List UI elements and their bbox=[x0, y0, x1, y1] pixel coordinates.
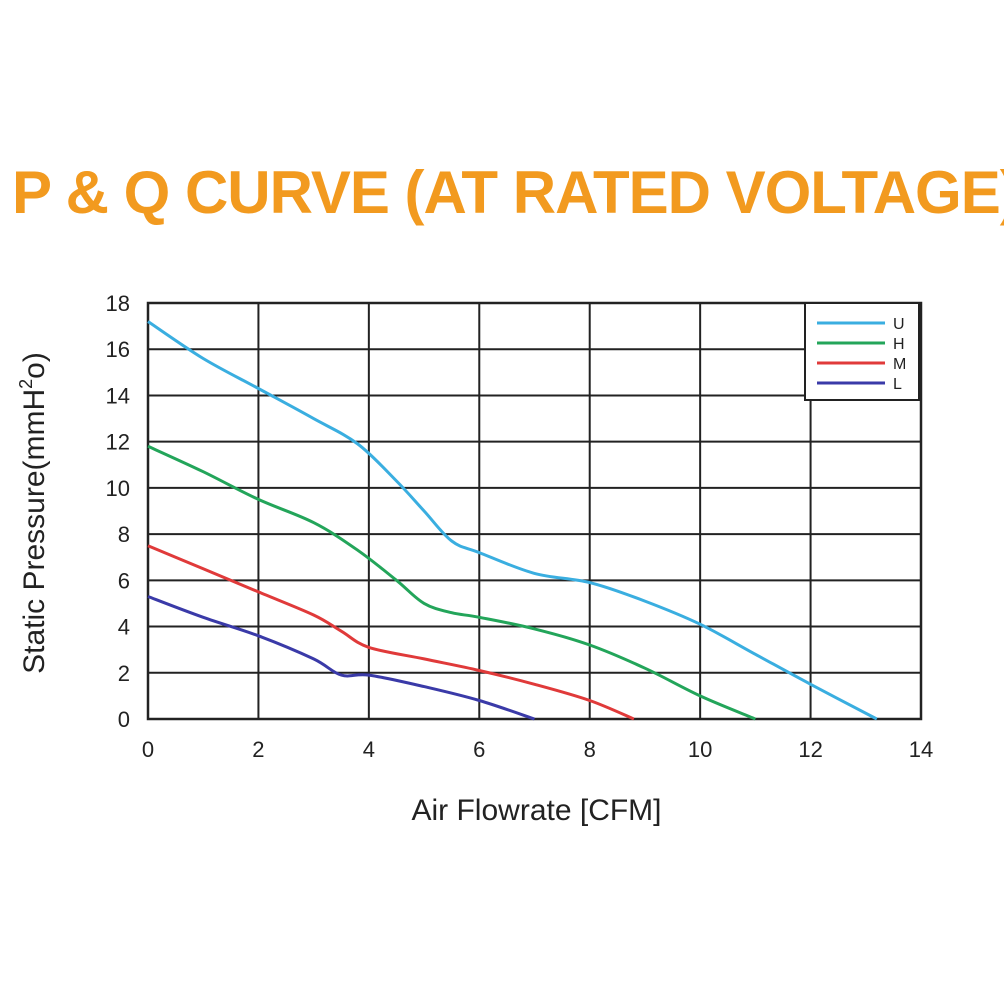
legend-label-l: L bbox=[893, 376, 902, 393]
y-tick-label: 4 bbox=[118, 615, 130, 640]
y-tick-label: 8 bbox=[118, 522, 130, 547]
series-line-u bbox=[147, 320, 878, 721]
series-lines bbox=[147, 320, 878, 721]
tick-labels: 0 2 4 6 8 10 12 14 0 2 4 6 8 10 12 14 16 18 bbox=[106, 291, 934, 762]
y-tick-label: 14 bbox=[106, 383, 130, 408]
y-tick-label: 12 bbox=[106, 430, 130, 455]
x-tick-label: 0 bbox=[142, 737, 154, 762]
y-axis-label: Static Pressure(mmH2o) bbox=[16, 352, 51, 674]
x-tick-label: 2 bbox=[252, 737, 264, 762]
series-line-m bbox=[147, 544, 635, 721]
x-axis-label: Air Flowrate [CFM] bbox=[411, 794, 661, 827]
legend-label-u: U bbox=[893, 316, 905, 333]
legend-label-h: H bbox=[893, 336, 905, 353]
series-line-h bbox=[147, 444, 756, 721]
x-tick-label: 8 bbox=[584, 737, 596, 762]
x-tick-label: 4 bbox=[363, 737, 375, 762]
y-tick-label: 2 bbox=[118, 661, 130, 686]
y-tick-label: 6 bbox=[118, 568, 130, 593]
x-tick-label: 12 bbox=[798, 737, 822, 762]
series-line-l bbox=[147, 595, 535, 721]
x-tick-label: 10 bbox=[688, 737, 712, 762]
chart-title: P & Q CURVE (AT RATED VOLTAGE) bbox=[12, 159, 1004, 226]
y-tick-label: 18 bbox=[106, 291, 130, 316]
y-tick-label: 10 bbox=[106, 476, 130, 501]
x-tick-label: 14 bbox=[909, 737, 933, 762]
y-tick-label: 0 bbox=[118, 707, 130, 732]
x-tick-label: 6 bbox=[473, 737, 485, 762]
legend-label-m: M bbox=[893, 356, 906, 373]
y-tick-label: 16 bbox=[106, 337, 130, 362]
